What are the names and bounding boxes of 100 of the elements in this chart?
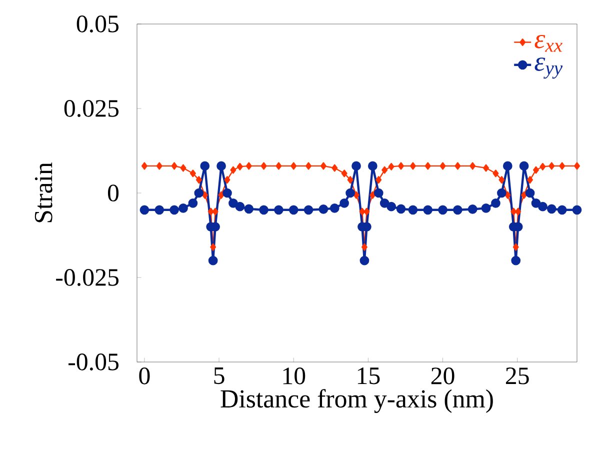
point bbox=[376, 176, 382, 184]
legend-label: ε$_{xx}$ bbox=[534, 34, 562, 52]
point bbox=[347, 176, 354, 184]
point bbox=[410, 162, 416, 170]
point bbox=[408, 205, 418, 215]
point bbox=[557, 205, 567, 215]
point bbox=[470, 162, 476, 170]
point bbox=[531, 198, 541, 208]
point bbox=[244, 204, 254, 214]
point bbox=[274, 205, 284, 215]
point bbox=[359, 208, 366, 216]
point bbox=[200, 161, 210, 171]
point bbox=[361, 243, 368, 251]
point bbox=[353, 191, 360, 199]
point bbox=[318, 204, 328, 214]
point bbox=[453, 205, 462, 215]
point bbox=[525, 188, 535, 198]
point bbox=[364, 208, 370, 216]
point bbox=[222, 188, 232, 198]
point bbox=[382, 166, 388, 174]
point bbox=[154, 205, 164, 215]
point bbox=[190, 170, 196, 178]
point bbox=[519, 161, 529, 171]
point bbox=[346, 188, 355, 198]
point bbox=[224, 176, 230, 184]
point bbox=[388, 162, 394, 170]
point bbox=[236, 162, 243, 170]
point bbox=[332, 164, 338, 172]
point bbox=[230, 166, 236, 174]
point bbox=[370, 191, 376, 199]
point bbox=[559, 162, 566, 170]
x-tick-label: 15 bbox=[358, 368, 380, 384]
point bbox=[574, 162, 580, 170]
point bbox=[235, 202, 245, 212]
point bbox=[330, 204, 340, 213]
point bbox=[512, 243, 519, 251]
y-tick-label: 0.05 bbox=[76, 16, 119, 32]
point bbox=[546, 204, 556, 214]
point bbox=[386, 202, 396, 212]
x-tick-label: 25 bbox=[506, 368, 529, 384]
x-tick-label: 5 bbox=[214, 368, 224, 384]
point bbox=[502, 161, 512, 171]
point bbox=[140, 205, 150, 215]
point bbox=[368, 161, 378, 171]
point bbox=[468, 204, 478, 214]
point bbox=[483, 164, 490, 172]
point bbox=[212, 208, 218, 216]
legend-label: ε$_{yy}$ bbox=[534, 58, 563, 79]
x-tick-label: 20 bbox=[431, 368, 454, 384]
point bbox=[492, 170, 499, 178]
point bbox=[440, 162, 446, 170]
point bbox=[246, 162, 252, 170]
point bbox=[352, 161, 361, 171]
point bbox=[510, 208, 517, 216]
point bbox=[276, 162, 282, 170]
point bbox=[218, 191, 224, 199]
y-tick-label: 0.025 bbox=[64, 100, 119, 117]
point bbox=[481, 204, 491, 213]
point bbox=[527, 176, 534, 184]
point bbox=[380, 198, 390, 208]
y-tick-label: -0.025 bbox=[56, 269, 119, 286]
point bbox=[374, 188, 384, 198]
point bbox=[259, 205, 268, 215]
point bbox=[210, 243, 216, 251]
point bbox=[438, 205, 448, 215]
point bbox=[423, 205, 433, 215]
point bbox=[306, 162, 312, 170]
point bbox=[498, 176, 505, 184]
point bbox=[424, 162, 431, 170]
point bbox=[454, 162, 461, 170]
x-axis-title: Distance from y-axis (nm) bbox=[220, 389, 493, 413]
point bbox=[188, 198, 198, 208]
point bbox=[178, 204, 188, 213]
point bbox=[180, 164, 186, 172]
point bbox=[228, 198, 238, 208]
point bbox=[572, 205, 582, 215]
y-tick-label: -0.05 bbox=[68, 354, 119, 370]
point bbox=[141, 162, 148, 170]
point bbox=[341, 170, 348, 178]
point bbox=[396, 204, 406, 214]
point bbox=[171, 162, 178, 170]
point bbox=[194, 188, 204, 198]
point bbox=[170, 205, 179, 215]
point bbox=[320, 162, 326, 170]
point bbox=[538, 202, 548, 212]
point bbox=[208, 208, 214, 216]
point bbox=[548, 162, 555, 170]
point bbox=[216, 161, 226, 171]
point bbox=[398, 162, 404, 170]
point bbox=[521, 191, 528, 199]
point bbox=[497, 188, 506, 198]
point bbox=[156, 162, 162, 170]
point bbox=[540, 162, 546, 170]
point bbox=[360, 256, 370, 266]
point bbox=[208, 256, 218, 266]
point bbox=[515, 208, 522, 216]
point bbox=[196, 176, 202, 184]
point bbox=[533, 166, 539, 174]
point bbox=[202, 191, 208, 199]
point bbox=[304, 205, 314, 215]
